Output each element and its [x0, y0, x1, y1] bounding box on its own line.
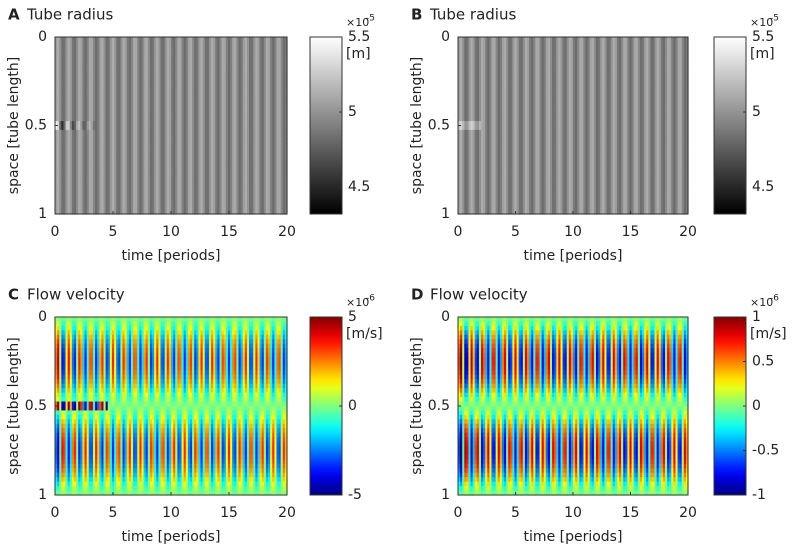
x-tick-label: 0 [51, 224, 60, 240]
colorbar-tick-label: 5.5 [348, 29, 370, 45]
x-tick-label: 20 [278, 224, 296, 240]
panel: A Tube radius 0 5 10 15 20 time [periods] 0 0.5 1s… [6, 6, 375, 265]
x-axis-label: time [periods] [122, 248, 221, 264]
x-tick-label: 5 [109, 224, 118, 240]
y-axis-label: space [tube length] [6, 57, 22, 194]
colorbar-tick-label: 4.5 [348, 179, 370, 195]
y-tick-label: 0.5 [25, 118, 47, 134]
colorbar [310, 37, 342, 214]
panel-label: A [8, 6, 20, 24]
panel-title: Tube radius [26, 6, 113, 24]
colorbar-tick-label: 5 [348, 104, 357, 120]
x-tick-label: 10 [162, 224, 180, 240]
y-tick-label: 0 [38, 29, 47, 45]
panel: BTube radius05101520time [periods]00.51s… [409, 6, 779, 265]
y-tick-label: 1 [38, 206, 47, 222]
colorbar-unit: [m] [346, 46, 371, 62]
x-tick-label: 15 [220, 224, 238, 240]
colorbar-exponent: -5 [366, 14, 375, 24]
